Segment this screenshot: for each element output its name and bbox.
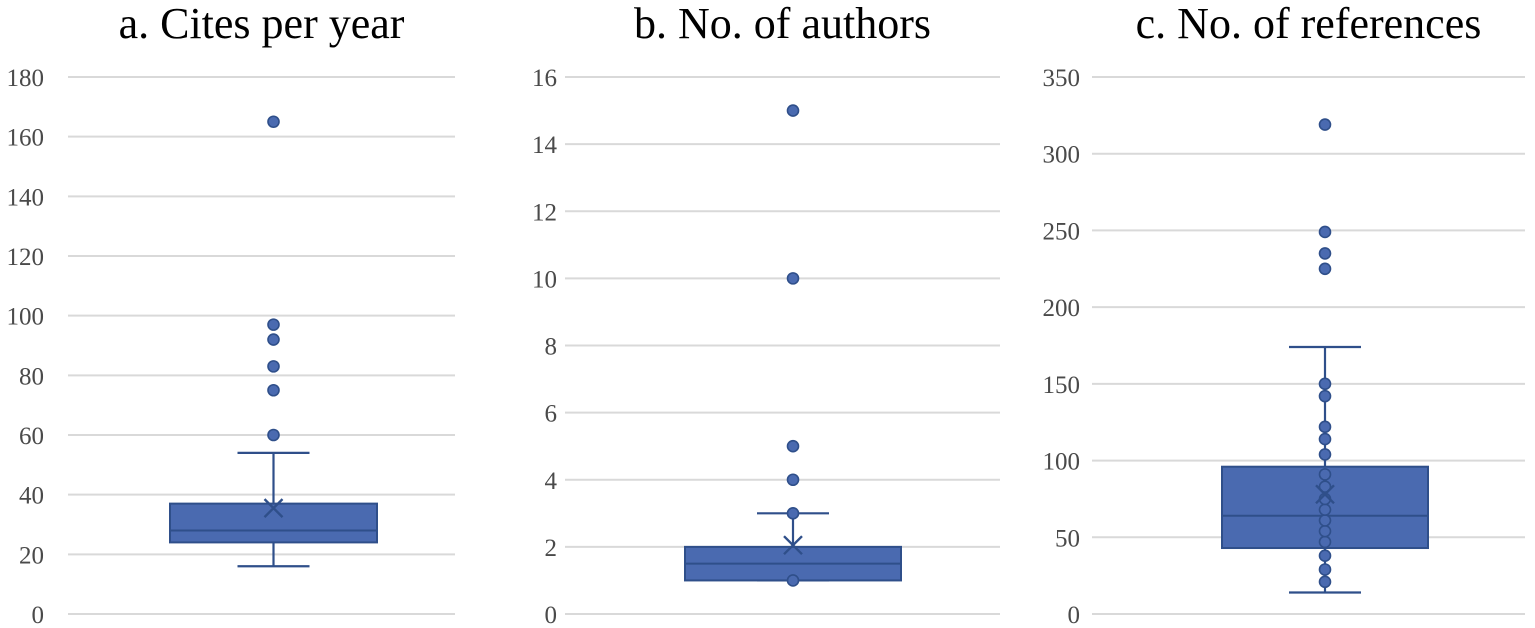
data-point	[1318, 563, 1332, 576]
y-tick-label: 80	[19, 363, 44, 390]
y-tick-label: 60	[19, 423, 44, 450]
panel-title: b. No. of authors	[634, 0, 931, 48]
data-point	[1318, 448, 1332, 461]
panel-title: c. No. of references	[1136, 0, 1482, 48]
data-point	[786, 574, 800, 587]
mean-marker-stroke-b	[263, 498, 284, 518]
y-tick-label: 40	[19, 483, 44, 510]
outlier-point	[267, 360, 280, 373]
y-tick-label: 14	[532, 132, 558, 159]
data-point	[1318, 420, 1332, 434]
y-tick-label: 8	[545, 334, 558, 361]
data-point	[1318, 535, 1332, 549]
outlier-point	[786, 272, 800, 285]
outlier-point	[267, 383, 280, 397]
y-tick-label: 6	[545, 401, 558, 428]
data-point	[1318, 514, 1332, 527]
y-tick-label: 50	[1055, 525, 1080, 552]
data-point	[1318, 468, 1332, 481]
y-tick-label: 100	[1043, 449, 1081, 476]
panel-1: a. Cites per year 0 20 40 60 80 100 120 140 160 18…	[7, 0, 455, 628]
y-tick-label: 250	[1043, 218, 1081, 245]
outlier-point	[1318, 118, 1332, 131]
y-tick-label: 10	[532, 266, 557, 293]
y-tick-label: 0	[545, 602, 558, 628]
y-tick-label: 180	[7, 65, 45, 92]
outlier-point	[267, 428, 280, 442]
y-tick-label: 12	[532, 199, 557, 226]
y-tick-label: 160	[7, 125, 45, 152]
data-point	[1318, 503, 1332, 516]
data-point	[1318, 389, 1332, 403]
y-tick-label: 16	[532, 65, 557, 92]
outlier-point	[786, 439, 800, 453]
y-tick-label: 120	[7, 244, 45, 271]
data-point	[1318, 549, 1332, 562]
outlier-point	[786, 473, 800, 487]
mean-marker-stroke-b	[1315, 484, 1335, 505]
y-tick-label: 0	[1068, 602, 1081, 628]
outlier-point	[267, 318, 280, 331]
panel-2: b. No. of authors 0 2 4 6 8 10 12 14 16	[532, 0, 1000, 628]
outlier-point	[267, 115, 280, 129]
y-tick-label: 20	[19, 542, 44, 569]
mean-marker-stroke-b	[783, 535, 803, 556]
panel-3: c. No. of references 0 50 100 150 200 250 300 35…	[1043, 0, 1525, 628]
y-tick-label: 300	[1043, 142, 1081, 169]
outlier-point	[1318, 247, 1332, 260]
y-tick-label: 350	[1043, 65, 1081, 92]
y-tick-label: 2	[545, 535, 558, 562]
y-tick-label: 0	[32, 602, 45, 628]
outlier-point	[1318, 262, 1332, 276]
y-tick-label: 4	[545, 468, 558, 495]
box-iqr	[169, 502, 378, 544]
outlier-point	[267, 333, 280, 346]
data-point	[1318, 432, 1332, 446]
data-point	[1318, 575, 1332, 589]
data-point	[786, 507, 800, 520]
data-point	[1318, 524, 1332, 538]
panel-title: a. Cites per year	[119, 0, 405, 48]
data-point	[1318, 377, 1332, 391]
y-tick-label: 100	[7, 304, 45, 331]
y-tick-label: 140	[7, 184, 45, 211]
outlier-point	[786, 104, 800, 117]
y-tick-label: 200	[1043, 295, 1081, 322]
y-tick-label: 150	[1043, 372, 1081, 399]
outlier-point	[1318, 225, 1332, 239]
data-point	[1318, 480, 1332, 493]
